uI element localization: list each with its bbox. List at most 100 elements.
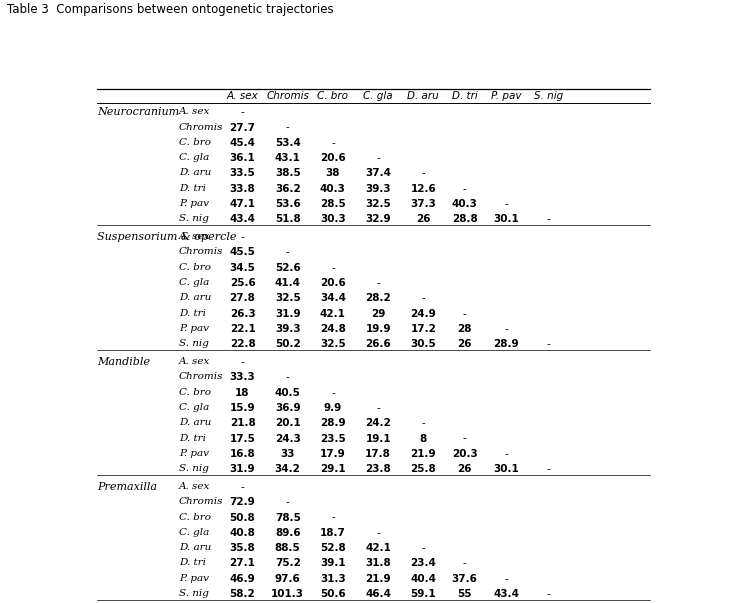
Text: -: - [463, 434, 467, 444]
Text: 17.9: 17.9 [320, 449, 346, 459]
Text: Mandible: Mandible [97, 357, 149, 367]
Text: -: - [504, 449, 508, 459]
Text: -: - [547, 589, 550, 599]
Text: 53.6: 53.6 [275, 199, 300, 209]
Text: -: - [286, 122, 289, 133]
Text: 20.1: 20.1 [275, 418, 300, 428]
Text: 21.9: 21.9 [365, 574, 391, 584]
Text: 25.6: 25.6 [230, 278, 255, 288]
Text: 40.3: 40.3 [320, 184, 346, 194]
Text: -: - [331, 263, 335, 273]
Text: 19.9: 19.9 [365, 324, 391, 334]
Text: -: - [463, 184, 467, 194]
Text: 22.8: 22.8 [230, 339, 255, 349]
Text: 50.6: 50.6 [320, 589, 346, 599]
Text: -: - [286, 497, 289, 507]
Text: 18: 18 [235, 388, 250, 397]
Text: 30.3: 30.3 [320, 215, 346, 224]
Text: -: - [421, 168, 425, 178]
Text: -: - [463, 309, 467, 319]
Text: 30.5: 30.5 [410, 339, 436, 349]
Text: 28.2: 28.2 [365, 294, 391, 303]
Text: 72.9: 72.9 [230, 497, 255, 507]
Text: Table 3  Comparisons between ontogenetic trajectories: Table 3 Comparisons between ontogenetic … [7, 3, 334, 16]
Text: C. bro: C. bro [179, 388, 211, 397]
Text: 23.5: 23.5 [320, 434, 346, 444]
Text: 22.1: 22.1 [230, 324, 255, 334]
Text: S. nig: S. nig [534, 92, 564, 101]
Text: -: - [286, 247, 289, 257]
Text: 75.2: 75.2 [275, 558, 300, 569]
Text: 16.8: 16.8 [230, 449, 255, 459]
Text: 78.5: 78.5 [275, 513, 300, 523]
Text: 40.5: 40.5 [275, 388, 300, 397]
Text: A. sex: A. sex [227, 92, 258, 101]
Text: -: - [421, 543, 425, 553]
Text: D. aru: D. aru [408, 92, 439, 101]
Text: -: - [376, 278, 380, 288]
Text: 30.1: 30.1 [494, 464, 519, 474]
Text: P. pav: P. pav [179, 574, 208, 583]
Text: 40.3: 40.3 [452, 199, 477, 209]
Text: 34.2: 34.2 [275, 464, 300, 474]
Text: 9.9: 9.9 [324, 403, 342, 413]
Text: -: - [241, 357, 244, 367]
Text: 32.5: 32.5 [320, 339, 346, 349]
Text: 28.9: 28.9 [320, 418, 346, 428]
Text: 59.1: 59.1 [410, 589, 436, 599]
Text: 52.8: 52.8 [320, 543, 346, 553]
Text: 26: 26 [416, 215, 431, 224]
Text: A. sex: A. sex [179, 232, 210, 241]
Text: 36.1: 36.1 [230, 153, 255, 163]
Text: 36.9: 36.9 [275, 403, 300, 413]
Text: Premaxilla: Premaxilla [97, 482, 157, 492]
Text: 43.4: 43.4 [494, 589, 519, 599]
Text: 51.8: 51.8 [275, 215, 300, 224]
Text: -: - [504, 324, 508, 334]
Text: 53.4: 53.4 [275, 138, 300, 148]
Text: 32.5: 32.5 [275, 294, 300, 303]
Text: 27.8: 27.8 [230, 294, 255, 303]
Text: 33.3: 33.3 [230, 372, 255, 382]
Text: 32.9: 32.9 [365, 215, 391, 224]
Text: -: - [547, 339, 550, 349]
Text: Chromis: Chromis [179, 247, 223, 256]
Text: -: - [331, 138, 335, 148]
Text: D. tri: D. tri [179, 309, 206, 318]
Text: Chromis: Chromis [179, 372, 223, 381]
Text: -: - [376, 528, 380, 538]
Text: 52.6: 52.6 [275, 263, 300, 273]
Text: -: - [241, 482, 244, 492]
Text: 46.4: 46.4 [365, 589, 391, 599]
Text: -: - [331, 388, 335, 397]
Text: C. bro: C. bro [179, 263, 211, 272]
Text: 31.3: 31.3 [320, 574, 346, 584]
Text: C. bro: C. bro [179, 513, 211, 522]
Text: D. tri: D. tri [179, 434, 206, 443]
Text: 88.5: 88.5 [275, 543, 300, 553]
Text: -: - [421, 294, 425, 303]
Text: 50.8: 50.8 [230, 513, 255, 523]
Text: -: - [286, 372, 289, 382]
Text: -: - [376, 403, 380, 413]
Text: 39.3: 39.3 [275, 324, 300, 334]
Text: A. sex: A. sex [179, 357, 210, 366]
Text: 24.3: 24.3 [275, 434, 300, 444]
Text: 28: 28 [457, 324, 472, 334]
Text: 24.8: 24.8 [320, 324, 346, 334]
Text: 55: 55 [457, 589, 472, 599]
Text: 37.4: 37.4 [365, 168, 391, 178]
Text: 32.5: 32.5 [365, 199, 391, 209]
Text: 20.6: 20.6 [320, 153, 346, 163]
Text: S. nig: S. nig [179, 589, 208, 598]
Text: 26: 26 [457, 339, 472, 349]
Text: -: - [241, 107, 244, 117]
Text: 40.8: 40.8 [230, 528, 255, 538]
Text: 23.8: 23.8 [365, 464, 391, 474]
Text: 31.9: 31.9 [275, 309, 300, 319]
Text: 33: 33 [281, 449, 295, 459]
Text: 50.2: 50.2 [275, 339, 300, 349]
Text: -: - [421, 418, 425, 428]
Text: C. gla: C. gla [179, 528, 209, 537]
Text: D. aru: D. aru [179, 168, 211, 177]
